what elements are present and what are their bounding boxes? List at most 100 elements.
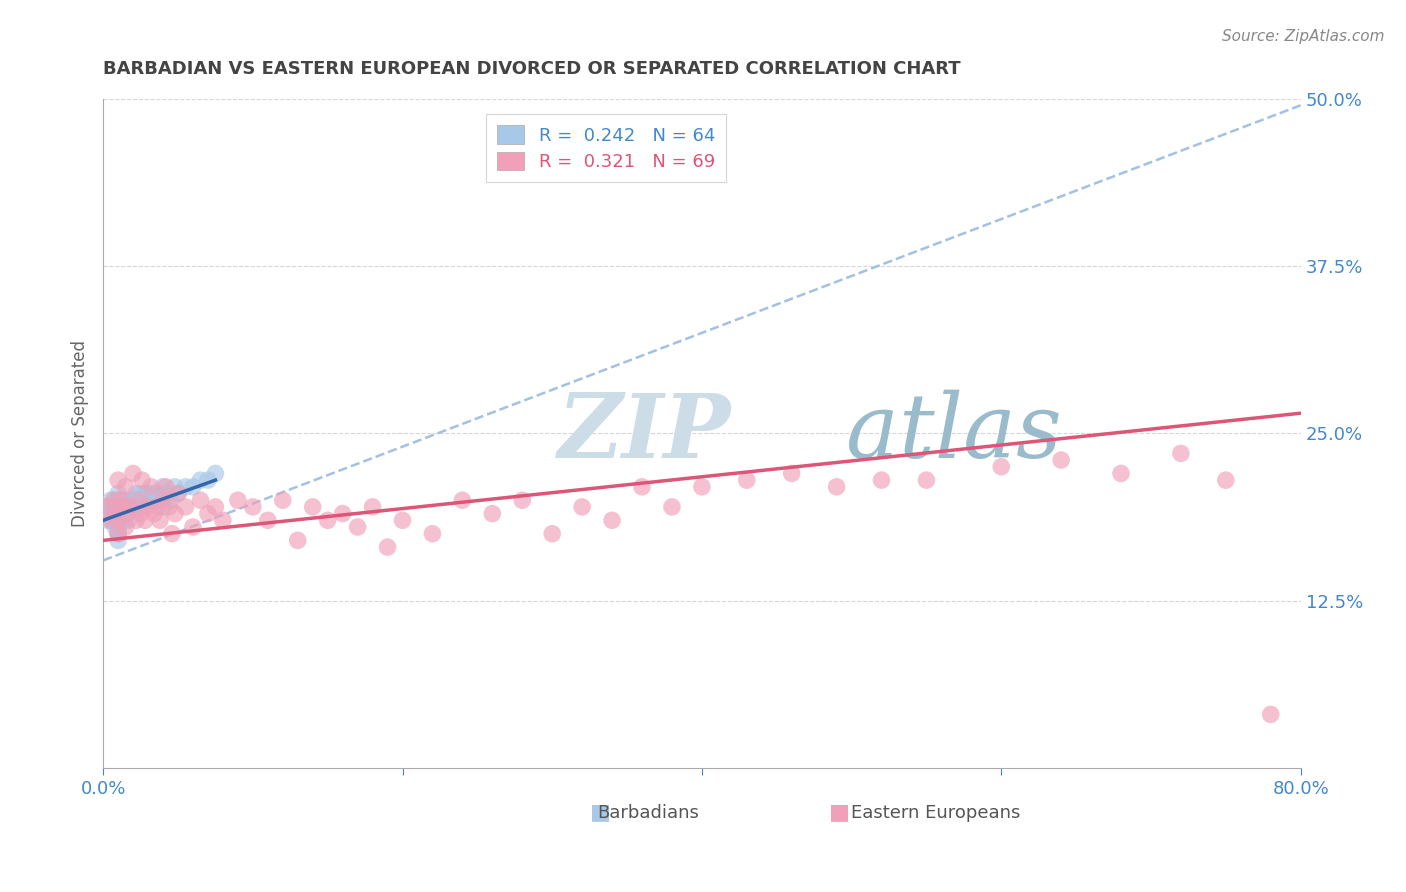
Text: BARBADIAN VS EASTERN EUROPEAN DIVORCED OR SEPARATED CORRELATION CHART: BARBADIAN VS EASTERN EUROPEAN DIVORCED O… bbox=[103, 60, 960, 78]
Point bbox=[287, 533, 309, 548]
Point bbox=[174, 480, 197, 494]
Point bbox=[1050, 453, 1073, 467]
Point bbox=[107, 526, 129, 541]
Point bbox=[332, 507, 354, 521]
Point bbox=[600, 513, 623, 527]
Point bbox=[226, 493, 249, 508]
Point bbox=[146, 500, 169, 514]
Point bbox=[107, 507, 129, 521]
Point bbox=[107, 486, 129, 500]
Point bbox=[129, 507, 152, 521]
Point bbox=[316, 513, 339, 527]
Point bbox=[190, 473, 212, 487]
Point bbox=[114, 520, 136, 534]
Point bbox=[181, 480, 204, 494]
Point bbox=[510, 493, 533, 508]
Point bbox=[181, 520, 204, 534]
Point bbox=[1109, 467, 1132, 481]
Point bbox=[112, 513, 135, 527]
Point bbox=[1215, 473, 1237, 487]
Point bbox=[190, 493, 212, 508]
Point bbox=[107, 500, 129, 514]
Point bbox=[159, 493, 181, 508]
Point bbox=[145, 493, 167, 508]
Point bbox=[128, 493, 150, 508]
Point bbox=[107, 520, 129, 534]
Point bbox=[105, 513, 128, 527]
Text: ■: ■ bbox=[830, 802, 851, 822]
Point bbox=[163, 480, 186, 494]
Point bbox=[107, 520, 129, 534]
Point bbox=[157, 500, 180, 514]
Point bbox=[94, 500, 117, 514]
Point bbox=[571, 500, 593, 514]
Point bbox=[107, 526, 129, 541]
Point bbox=[481, 507, 503, 521]
Point bbox=[100, 493, 122, 508]
Point bbox=[115, 507, 138, 521]
Point bbox=[155, 486, 177, 500]
Point bbox=[120, 500, 142, 514]
Point bbox=[346, 520, 368, 534]
Point bbox=[242, 500, 264, 514]
Point bbox=[114, 493, 136, 508]
Point bbox=[377, 540, 399, 554]
Point bbox=[110, 500, 132, 514]
Point bbox=[125, 486, 148, 500]
Point bbox=[152, 500, 174, 514]
Point bbox=[661, 500, 683, 514]
Point bbox=[361, 500, 384, 514]
Point bbox=[139, 493, 162, 508]
Text: ZIP: ZIP bbox=[558, 390, 731, 476]
Point bbox=[1260, 707, 1282, 722]
Point bbox=[197, 473, 219, 487]
Point bbox=[149, 513, 172, 527]
Point bbox=[780, 467, 803, 481]
Y-axis label: Divorced or Separated: Divorced or Separated bbox=[72, 340, 89, 527]
Point bbox=[107, 526, 129, 541]
Point bbox=[107, 513, 129, 527]
Point bbox=[114, 500, 136, 514]
Point bbox=[124, 500, 146, 514]
Point bbox=[204, 500, 226, 514]
Point bbox=[120, 500, 142, 514]
Point bbox=[990, 459, 1012, 474]
Point bbox=[107, 513, 129, 527]
Point bbox=[152, 493, 174, 508]
Point bbox=[107, 500, 129, 514]
Point bbox=[107, 493, 129, 508]
Point bbox=[143, 486, 166, 500]
Point bbox=[103, 493, 125, 508]
Point bbox=[131, 500, 153, 514]
Point bbox=[167, 486, 190, 500]
Point bbox=[107, 473, 129, 487]
Point bbox=[125, 513, 148, 527]
Point bbox=[117, 513, 139, 527]
Point bbox=[111, 500, 134, 514]
Point bbox=[160, 526, 183, 541]
Text: atlas: atlas bbox=[845, 390, 1062, 476]
Point bbox=[152, 480, 174, 494]
Text: Barbadians: Barbadians bbox=[598, 805, 699, 822]
Point bbox=[167, 486, 190, 500]
Point bbox=[110, 507, 132, 521]
Point bbox=[212, 513, 235, 527]
Point bbox=[870, 473, 893, 487]
Point bbox=[111, 493, 134, 508]
Text: Source: ZipAtlas.com: Source: ZipAtlas.com bbox=[1222, 29, 1385, 44]
Point bbox=[136, 493, 159, 508]
Point bbox=[98, 507, 121, 521]
Point bbox=[107, 513, 129, 527]
Point bbox=[107, 533, 129, 548]
Point bbox=[148, 486, 170, 500]
Point bbox=[97, 513, 120, 527]
Point bbox=[114, 480, 136, 494]
Point bbox=[107, 493, 129, 508]
Point bbox=[391, 513, 413, 527]
Point bbox=[103, 500, 125, 514]
Point bbox=[128, 493, 150, 508]
Point bbox=[104, 520, 127, 534]
Point bbox=[115, 507, 138, 521]
Point bbox=[174, 500, 197, 514]
Point bbox=[122, 493, 145, 508]
